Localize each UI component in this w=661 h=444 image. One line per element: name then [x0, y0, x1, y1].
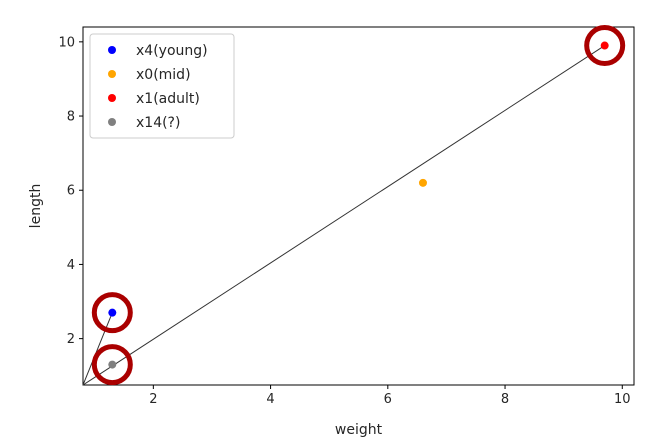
data-point: [418, 178, 427, 187]
fit-line: [82, 312, 113, 386]
legend-label: x4(young): [136, 43, 208, 59]
x-tick-label: 8: [501, 392, 509, 407]
data-point: [108, 360, 117, 369]
y-tick-label: 8: [67, 110, 75, 125]
legend-marker: [108, 118, 116, 126]
y-axis-label: length: [28, 184, 44, 229]
x-tick-label: 6: [384, 392, 392, 407]
legend: [89, 33, 235, 139]
highlight-circle: [584, 25, 626, 67]
fit-line: [82, 45, 605, 386]
y-tick-label: 4: [67, 258, 75, 273]
legend-marker: [108, 94, 116, 102]
x-tick-label: 2: [149, 392, 157, 407]
x-tick-label: 10: [614, 392, 631, 407]
highlight-circle: [91, 344, 133, 386]
legend-label: x0(mid): [136, 67, 191, 83]
x-tick-label: 4: [266, 392, 274, 407]
y-tick-label: 2: [67, 332, 75, 347]
y-tick-label: 10: [58, 35, 75, 50]
data-point: [108, 308, 117, 317]
highlight-circle: [91, 292, 133, 334]
data-point: [600, 41, 609, 50]
legend-marker: [108, 70, 116, 78]
legend-marker: [108, 46, 116, 54]
legend-label: x14(?): [136, 115, 180, 131]
legend-label: x1(adult): [136, 91, 200, 107]
x-axis-label: weight: [335, 422, 383, 438]
y-tick-label: 6: [67, 184, 75, 199]
